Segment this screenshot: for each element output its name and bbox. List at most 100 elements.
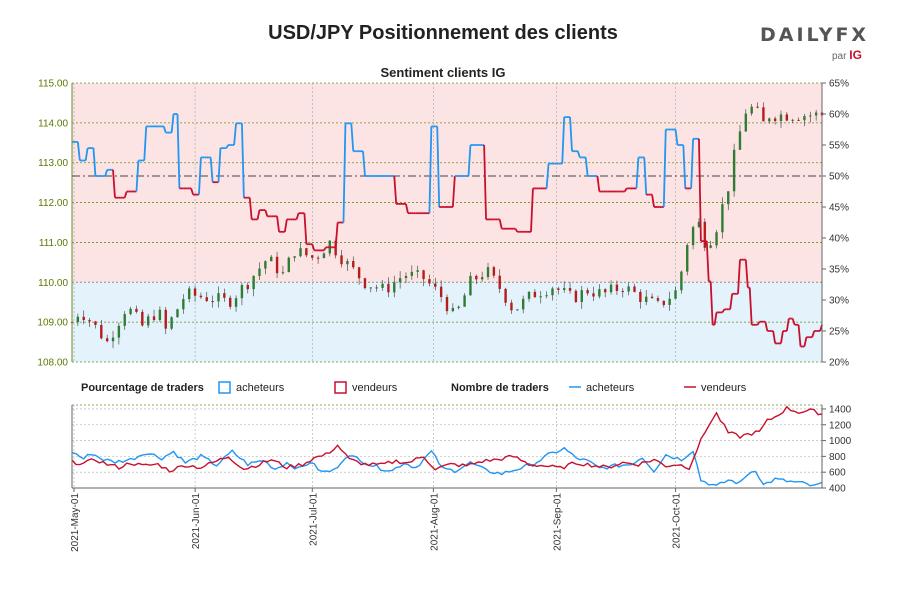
sentiment-segment	[772, 330, 777, 344]
legend-buyers2: acheteurs	[586, 382, 635, 394]
price-tick-label: 115.00	[38, 79, 68, 90]
candle-body	[516, 309, 519, 311]
count-line-acheteurs	[71, 446, 823, 487]
pct-tick-label: 40%	[829, 234, 849, 245]
main-chart-background	[72, 83, 822, 362]
pct-tick-label: 50%	[829, 172, 849, 183]
sentiment-segment	[803, 337, 808, 347]
sentiment-segment	[264, 209, 269, 217]
candle-body	[129, 308, 132, 315]
candle-body	[176, 309, 179, 318]
candle-body	[363, 278, 367, 289]
candle-body	[316, 257, 320, 259]
pct-tick-label: 30%	[829, 296, 849, 307]
candle-body	[498, 275, 501, 289]
candle-body	[656, 298, 660, 301]
candle-body	[814, 112, 818, 116]
pct-tick-label: 35%	[829, 265, 849, 276]
candle-body	[645, 296, 648, 303]
sentiment-segment	[811, 330, 816, 338]
sentiment-segment	[721, 308, 726, 313]
sentiment-segment	[350, 123, 355, 152]
candle-body	[199, 295, 203, 298]
sentiment-segment	[334, 222, 339, 248]
sentiment-segment	[248, 197, 253, 220]
candle-body	[639, 291, 642, 303]
sentiment-segment	[596, 175, 601, 192]
candle-body	[562, 288, 566, 290]
candle-body	[686, 245, 689, 272]
chart-subtitle: Sentiment clients IG	[381, 65, 506, 80]
candle-body	[721, 204, 724, 233]
count-tick-label: 1200	[829, 420, 852, 431]
candle-body	[281, 272, 285, 274]
sentiment-segment	[584, 157, 589, 177]
sentiment-segment	[323, 246, 327, 251]
candle-body	[76, 316, 80, 323]
candle-body	[270, 256, 273, 262]
candle-body	[182, 299, 185, 310]
logo-ig: IG	[849, 48, 862, 62]
candle-body	[264, 261, 267, 269]
sentiment-segment	[451, 175, 456, 208]
sentiment-segment	[662, 129, 667, 208]
sentiment-segment	[737, 259, 741, 294]
candle-body	[234, 298, 238, 307]
candle-body	[404, 275, 408, 279]
sentiment-segment	[112, 169, 116, 198]
candle-body	[803, 116, 806, 121]
sentiment-segment	[514, 228, 519, 233]
candle-body	[627, 286, 630, 292]
candle-body	[229, 297, 232, 307]
sentiment-segment	[635, 157, 640, 189]
candle-body	[469, 275, 472, 296]
date-label: 2021-Aug-01	[429, 493, 440, 551]
candle-body	[187, 288, 191, 300]
count-chart-grid	[72, 404, 822, 489]
sentiment-segment	[756, 321, 761, 326]
sentiment-segment	[162, 126, 167, 133]
sentiment-segment	[104, 169, 109, 177]
candle-body	[135, 308, 138, 312]
sentiment-segment	[92, 148, 97, 177]
candle-body	[217, 293, 220, 302]
pct-tick-label: 55%	[829, 141, 849, 152]
candle-body	[82, 316, 85, 321]
candle-body	[105, 338, 109, 342]
sentiment-segment	[748, 287, 753, 325]
candle-body	[422, 270, 425, 280]
candle-body	[439, 286, 443, 298]
sentiment-segment	[241, 123, 245, 198]
candle-body	[410, 271, 414, 276]
legend-buyers: acheteurs	[236, 382, 285, 394]
price-tick-label: 108.00	[37, 358, 68, 369]
sentiment-segment	[362, 151, 366, 177]
sentiment-segment	[705, 241, 710, 282]
pct-tick-label: 20%	[829, 358, 849, 369]
candle-body	[381, 283, 384, 288]
candle-body	[287, 257, 290, 273]
count-tick-label: 600	[829, 468, 846, 479]
date-label: 2021-Oct-01	[672, 493, 683, 549]
sentiment-segment	[791, 318, 796, 326]
sentiment-segment	[436, 126, 441, 208]
candle-body	[732, 149, 736, 192]
candle-body	[369, 287, 373, 289]
candle-body	[691, 227, 695, 246]
candle-body	[387, 283, 390, 293]
sentiment-segment	[143, 126, 148, 161]
candle-body	[551, 288, 554, 296]
count-tick-label: 1000	[829, 436, 852, 447]
logo-text: DAILYFX	[760, 24, 870, 46]
pct-tick-label: 65%	[829, 79, 849, 90]
candle-body	[592, 293, 595, 297]
candle-body	[475, 275, 478, 280]
count-tick-label: 1400	[829, 404, 852, 415]
candle-body	[152, 316, 156, 321]
legend: Pourcentage de traders acheteurs vendeur…	[81, 381, 747, 394]
sentiment-segment	[498, 219, 503, 229]
sentiment-segment	[785, 318, 790, 332]
sentiment-segment	[311, 243, 316, 251]
candle-body	[773, 118, 777, 122]
candle-body	[545, 295, 548, 297]
